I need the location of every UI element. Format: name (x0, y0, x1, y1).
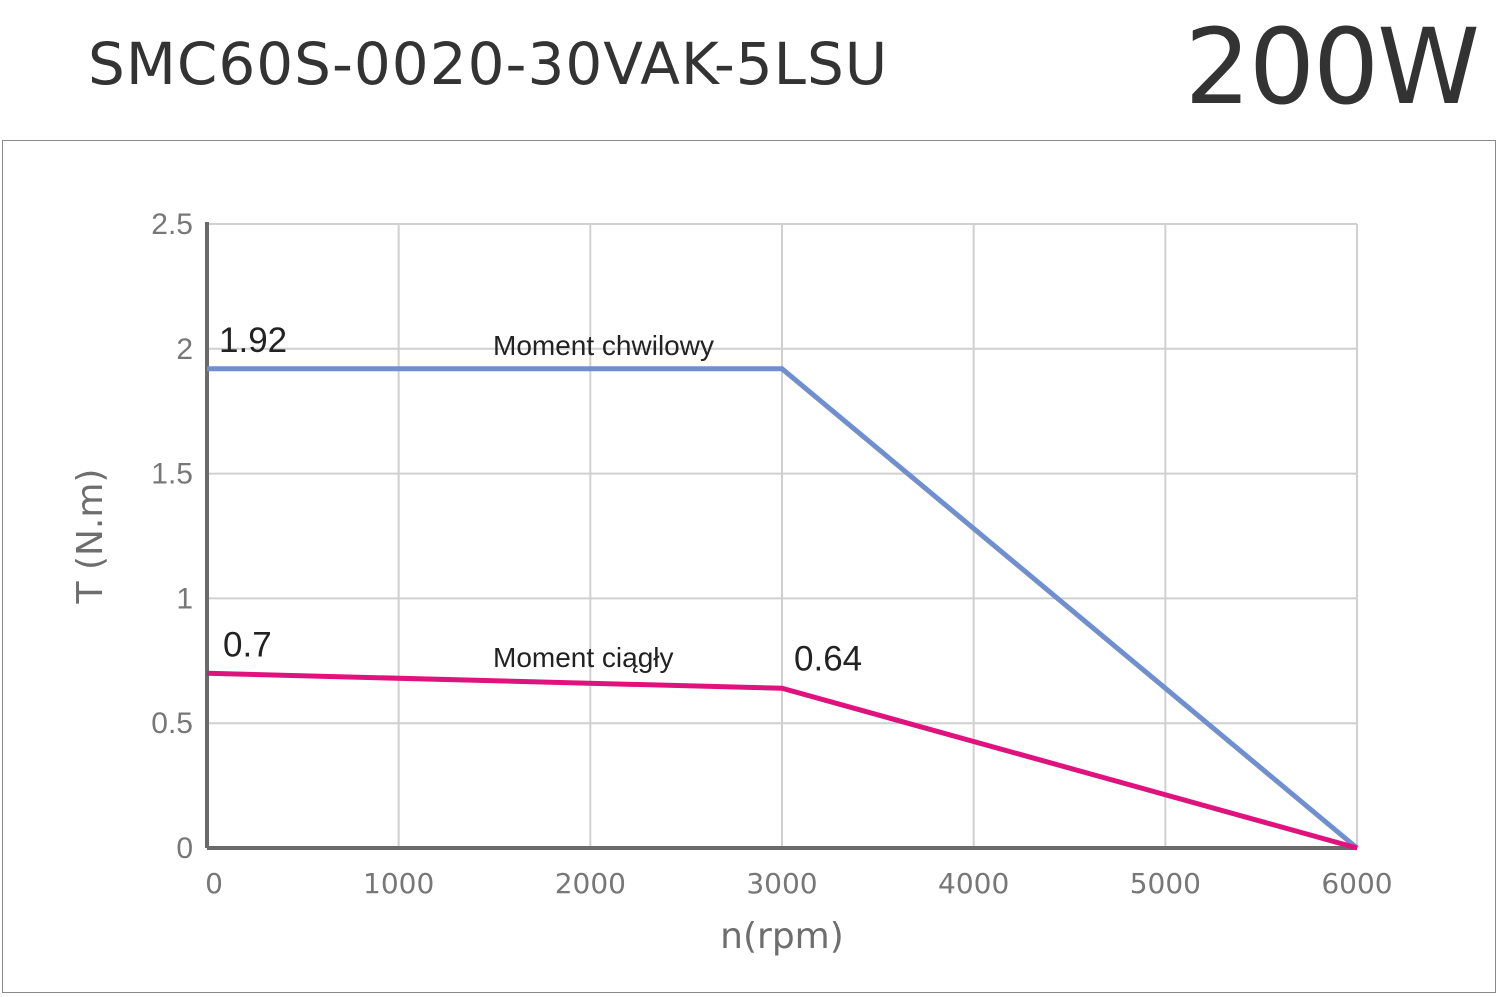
series-line-continuous-torque (206, 670, 1358, 851)
y-axis-title: T (N.m) (70, 469, 111, 605)
power-rating: 200W (1184, 6, 1480, 128)
grid (207, 223, 1358, 848)
x-tick-label: 4000 (938, 867, 1009, 900)
data-label: 1.92 (219, 321, 287, 360)
series-line-peak-torque (207, 366, 1359, 850)
y-tick-label: 1.5 (151, 458, 193, 491)
y-tick-label: 2 (176, 333, 193, 366)
x-axis-title: n(rpm) (720, 916, 844, 957)
x-tick-label: 6000 (1321, 867, 1392, 900)
data-label: 0.64 (794, 639, 862, 678)
labels: Moment chwilowy Moment ciągły 1.92 0.7 0.64 (219, 321, 862, 678)
axes: 0 1000 2000 3000 4000 5000 6000 0 0.5 1 1.5 2 2.5 n(r… (70, 208, 1393, 957)
x-tick-label: 2000 (555, 867, 626, 900)
chart-frame (2, 140, 1496, 993)
x-tick-label: 3000 (746, 867, 817, 900)
y-tick-label: 2.5 (151, 208, 193, 241)
x-tick-label: 1000 (363, 867, 434, 900)
y-tick-label: 0.5 (151, 707, 193, 740)
x-tick-label: 0 (205, 867, 223, 900)
x-tick-label: 5000 (1130, 867, 1201, 900)
series (206, 366, 1359, 851)
data-label: 0.7 (223, 625, 272, 664)
y-tick-label: 0 (176, 832, 193, 865)
model-title: SMC60S-0020-30VAK-5LSU (88, 30, 889, 98)
y-tick-label: 1 (176, 582, 193, 615)
series-name-label: Moment ciągły (493, 642, 674, 673)
series-name-label: Moment chwilowy (493, 330, 714, 361)
